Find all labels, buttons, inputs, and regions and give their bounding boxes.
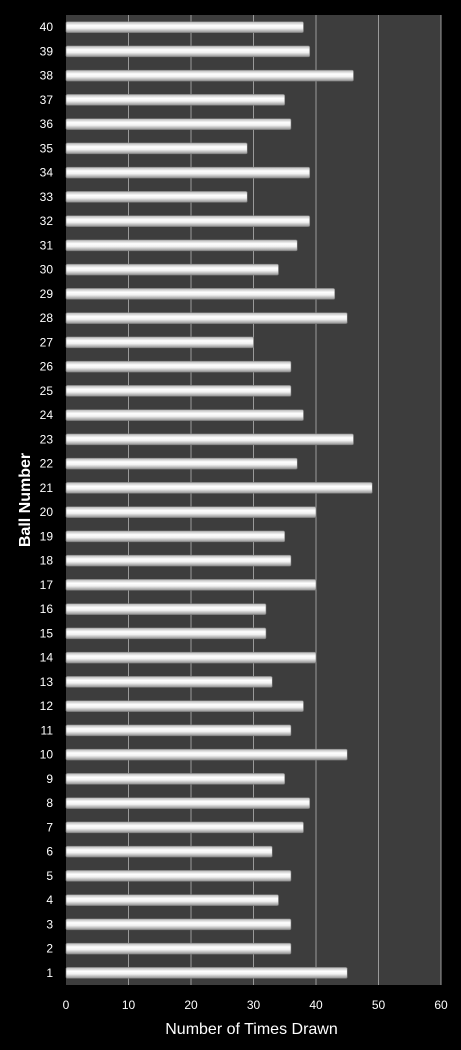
bar-ball-29: [65, 288, 336, 300]
x-tick-label: 30: [247, 998, 261, 1012]
y-tick-label: 40: [40, 20, 54, 34]
bar-ball-16: [65, 603, 267, 615]
y-tick-label: 21: [40, 481, 54, 495]
bar-ball-4: [65, 894, 279, 906]
y-axis-title: Ball Number: [17, 453, 34, 547]
y-tick-label: 3: [46, 917, 53, 931]
y-tick-label: 11: [41, 723, 54, 737]
bar-ball-10: [65, 748, 348, 761]
x-tick-label: 10: [122, 998, 136, 1012]
bar-ball-3: [65, 918, 292, 931]
bar-ball-8: [65, 797, 311, 809]
bar-ball-1: [65, 967, 348, 979]
bar-ball-18: [65, 554, 292, 567]
y-tick-label: 17: [40, 578, 54, 592]
y-tick-label: 12: [40, 699, 54, 713]
y-tick-label: 14: [40, 651, 54, 665]
y-tick-label: 1: [46, 966, 53, 980]
x-tick-labels: 0 10 20 30 40 50 60: [63, 998, 448, 1012]
x-tick-label: 40: [309, 998, 323, 1012]
y-tick-label: 7: [46, 820, 53, 834]
bar-ball-17: [65, 579, 317, 591]
bar-ball-20: [65, 506, 317, 518]
bar-ball-40: [65, 21, 304, 33]
y-tick-label: 31: [40, 238, 54, 252]
bar-ball-26: [65, 360, 292, 373]
bar-ball-31: [65, 239, 298, 252]
bar-ball-30: [65, 263, 279, 276]
y-tick-labels: 1234567891011121314151617181920212223242…: [40, 20, 54, 980]
y-tick-label: 34: [40, 166, 54, 180]
x-tick-label: 50: [372, 998, 386, 1012]
bar-ball-38: [65, 69, 354, 82]
y-tick-label: 2: [46, 942, 53, 956]
bar-ball-36: [65, 118, 292, 130]
bar-ball-39: [65, 45, 311, 58]
y-tick-label: 20: [40, 505, 54, 519]
y-tick-label: 19: [40, 529, 54, 543]
bars: [65, 21, 373, 979]
y-tick-label: 5: [46, 869, 53, 883]
y-tick-label: 24: [40, 408, 54, 422]
bar-ball-5: [65, 870, 292, 882]
bar-ball-19: [65, 530, 286, 543]
y-tick-label: 36: [40, 117, 54, 131]
bar-ball-6: [65, 845, 273, 858]
bar-ball-33: [65, 191, 248, 203]
y-tick-label: 33: [40, 190, 54, 204]
bar-ball-37: [65, 94, 286, 106]
bar-ball-9: [65, 773, 286, 785]
bar-ball-15: [65, 627, 267, 640]
y-tick-label: 9: [46, 772, 53, 786]
y-tick-label: 35: [40, 141, 54, 155]
bar-ball-28: [65, 312, 348, 324]
x-axis-title: Number of Times Drawn: [165, 1021, 338, 1038]
bar-ball-12: [65, 700, 304, 712]
y-tick-label: 27: [40, 335, 54, 349]
y-tick-label: 37: [40, 93, 54, 107]
y-tick-label: 38: [40, 69, 54, 83]
bar-ball-2: [65, 942, 292, 955]
y-tick-label: 13: [40, 675, 54, 689]
bar-ball-11: [65, 724, 292, 737]
bar-ball-7: [65, 821, 304, 834]
bar-ball-23: [65, 433, 354, 446]
y-tick-label: 18: [40, 554, 54, 568]
x-tick-label: 20: [184, 998, 198, 1012]
y-tick-label: 22: [40, 457, 54, 471]
y-tick-label: 4: [46, 893, 53, 907]
y-tick-label: 25: [40, 384, 54, 398]
y-tick-label: 23: [40, 432, 54, 446]
bar-ball-32: [65, 215, 311, 227]
y-tick-label: 28: [40, 311, 54, 325]
y-tick-label: 30: [40, 263, 54, 277]
bar-ball-24: [65, 409, 304, 421]
bar-ball-22: [65, 457, 298, 470]
y-tick-label: 26: [40, 360, 54, 374]
y-tick-label: 39: [40, 44, 54, 58]
bar-ball-14: [65, 651, 317, 664]
bar-ball-27: [65, 336, 254, 349]
bar-ball-13: [65, 676, 273, 688]
bar-ball-34: [65, 166, 311, 179]
y-tick-label: 32: [40, 214, 54, 228]
y-tick-label: 6: [46, 845, 53, 859]
y-tick-label: 8: [46, 796, 53, 810]
y-tick-label: 29: [40, 287, 54, 301]
bar-ball-21: [65, 482, 373, 494]
bar-ball-35: [65, 142, 248, 155]
y-tick-label: 16: [40, 602, 54, 616]
x-tick-label: 0: [63, 998, 70, 1012]
y-tick-label: 10: [40, 748, 54, 762]
x-tick-label: 60: [434, 998, 448, 1012]
bar-ball-25: [65, 385, 292, 397]
y-tick-label: 15: [40, 626, 54, 640]
